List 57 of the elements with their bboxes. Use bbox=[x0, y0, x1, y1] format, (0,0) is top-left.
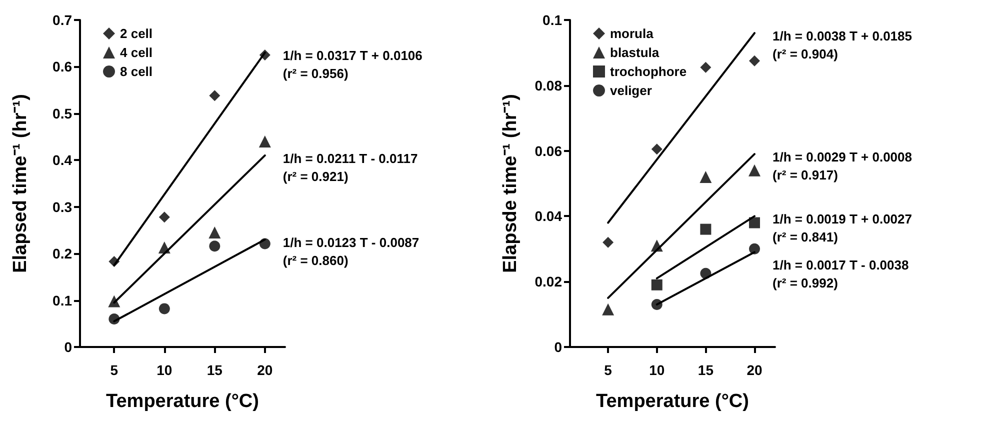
x-tick-label: 15 bbox=[698, 362, 714, 378]
y-tick-label: 0.04 bbox=[534, 208, 562, 224]
y-axis-title: Elapsde time⁻¹ (hr⁻¹) bbox=[500, 94, 521, 273]
annotation: 1/h = 0.0017 T - 0.0038 (r² = 0.992) bbox=[772, 258, 909, 291]
y-tick-label: 0.7 bbox=[52, 12, 72, 28]
y-tick-label: 0 bbox=[554, 339, 562, 355]
y-tick-label: 0.6 bbox=[52, 58, 72, 75]
point bbox=[749, 55, 760, 66]
annotation: 1/h = 0.0211 T - 0.0117 (r² = 0.921) bbox=[282, 150, 418, 184]
x-tick-label: 15 bbox=[206, 362, 223, 378]
x-axis-title: Temperature (°C) bbox=[596, 391, 749, 412]
point bbox=[651, 144, 662, 155]
legend-label: 2 cell bbox=[120, 26, 153, 41]
x-axis-title: Temperature (°C) bbox=[106, 391, 259, 412]
annotation: 1/h = 0.0038 T + 0.0185 (r² = 0.904) bbox=[772, 28, 912, 62]
point bbox=[651, 279, 662, 290]
legend-label: morula bbox=[610, 26, 654, 41]
x-tick-label: 20 bbox=[746, 362, 762, 378]
point bbox=[602, 303, 614, 316]
y-tick-label: 0.4 bbox=[52, 152, 72, 168]
x-tick-label: 20 bbox=[257, 362, 273, 378]
y-tick-label: 0.1 bbox=[52, 292, 72, 308]
point bbox=[209, 240, 220, 252]
point bbox=[209, 90, 220, 102]
legend-label: veliger bbox=[610, 83, 652, 98]
y-tick-label: 0 bbox=[64, 339, 72, 355]
point bbox=[749, 243, 760, 254]
point bbox=[602, 236, 614, 248]
y-tick-label: 0.08 bbox=[534, 77, 562, 94]
point bbox=[158, 303, 170, 314]
annotation: 1/h = 0.0123 T - 0.0087 (r² = 0.860) bbox=[282, 235, 420, 268]
legend-label: trochophore bbox=[610, 64, 687, 79]
y-tick-label: 0.5 bbox=[52, 105, 72, 122]
y-tick-label: 0.2 bbox=[52, 246, 72, 262]
y-tick-label: 0.1 bbox=[542, 12, 562, 28]
x-tick-label: 10 bbox=[649, 362, 665, 378]
legend-label: blastula bbox=[610, 45, 660, 60]
x-tick-label: 5 bbox=[110, 362, 118, 378]
point bbox=[700, 62, 712, 73]
annotation: 1/h = 0.0029 T + 0.0008 (r² = 0.917) bbox=[772, 150, 912, 183]
y-tick-label: 0.02 bbox=[534, 274, 562, 290]
point bbox=[208, 226, 221, 239]
point bbox=[748, 164, 760, 176]
point bbox=[700, 224, 712, 235]
point bbox=[158, 212, 170, 223]
legend-label: 4 cell bbox=[120, 45, 153, 60]
y-tick-label: 0.06 bbox=[534, 142, 562, 159]
legend-label: 8 cell bbox=[120, 64, 153, 79]
point bbox=[258, 135, 271, 148]
annotation: 1/h = 0.0317 T + 0.0106 (r² = 0.956) bbox=[282, 48, 422, 82]
x-tick-label: 10 bbox=[156, 362, 172, 378]
y-axis-title: Elapsed time⁻¹ (hr⁻¹) bbox=[10, 94, 31, 273]
y-tick-label: 0.3 bbox=[52, 198, 72, 215]
x-tick-label: 5 bbox=[604, 362, 612, 378]
point bbox=[700, 170, 712, 183]
point bbox=[749, 217, 760, 228]
annotation: 1/h = 0.0019 T + 0.0027 (r² = 0.841) bbox=[772, 212, 912, 245]
